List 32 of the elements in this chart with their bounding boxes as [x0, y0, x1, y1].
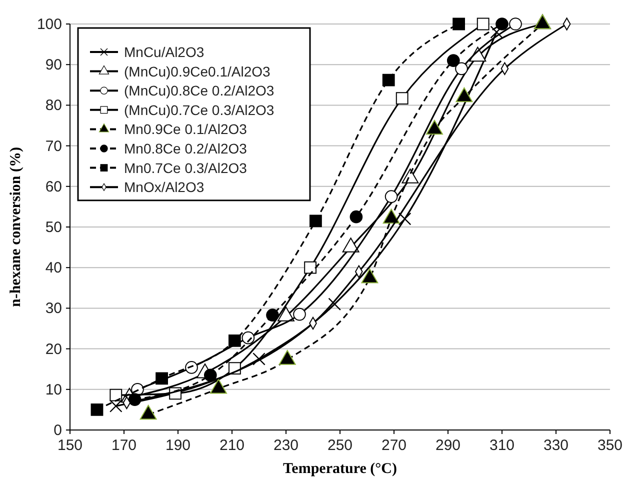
x-tick-label: 150	[57, 437, 83, 454]
y-tick-label: 60	[45, 178, 62, 196]
legend-label: Mn0.7Ce 0.3/Al2O3	[124, 160, 248, 176]
x-tick-label: 230	[273, 437, 299, 454]
y-tick-label: 0	[54, 422, 62, 439]
y-tick-label: 80	[45, 97, 62, 114]
y-tick-label: 20	[45, 340, 62, 358]
x-tick-label: 330	[543, 437, 569, 454]
legend-label: (MnCu)0.8Ce 0.2/Al2O3	[124, 82, 274, 99]
legend-label: MnCu/Al2O3	[124, 44, 204, 60]
y-tick-label: 50	[45, 219, 62, 236]
legend-label: (MnCu)0.9Ce0.1/Al2O3	[124, 63, 271, 80]
y-tick-label: 40	[45, 260, 62, 277]
x-tick-label: 290	[435, 437, 461, 454]
x-tick-label: 350	[597, 437, 623, 454]
x-tick-label: 310	[489, 437, 515, 454]
x-tick-label: 190	[165, 437, 191, 454]
x-tick-label: 210	[219, 437, 245, 454]
y-tick-label: 90	[45, 56, 62, 74]
y-tick-label: 100	[36, 16, 62, 33]
x-axis-title: Temperature (°C)	[283, 461, 397, 477]
y-tick-label: 70	[45, 138, 62, 155]
legend-label: Mn0.8Ce 0.2/Al2O3	[124, 140, 248, 156]
legend-label: MnOx/Al2O3	[124, 179, 204, 196]
x-tick-label: 170	[111, 437, 137, 454]
x-tick-label: 270	[381, 437, 407, 454]
legend-label: Mn0.9Ce 0.1/Al2O3	[124, 121, 248, 138]
x-tick-label: 250	[327, 437, 353, 454]
y-tick-label: 10	[45, 381, 62, 398]
y-axis-title: n-hexane conversion (%)	[8, 147, 24, 307]
legend-label: (MnCu)0.7Ce 0.3/Al2O3	[124, 102, 274, 118]
y-tick-label: 30	[45, 300, 62, 318]
